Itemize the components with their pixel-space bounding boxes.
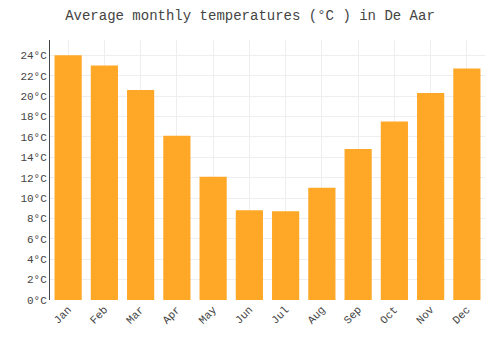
svg-text:Average monthly temperatures (: Average monthly temperatures (°C ) in De… (65, 8, 435, 24)
svg-text:Oct: Oct (378, 304, 400, 326)
svg-text:Jun: Jun (233, 304, 255, 326)
svg-text:May: May (197, 304, 220, 327)
svg-text:22°C: 22°C (20, 71, 47, 83)
svg-text:24°C: 24°C (20, 50, 47, 62)
svg-text:10°C: 10°C (20, 193, 47, 205)
svg-text:8°C: 8°C (27, 213, 47, 225)
svg-text:14°C: 14°C (20, 152, 47, 164)
svg-text:Aug: Aug (305, 304, 327, 326)
svg-text:Nov: Nov (414, 304, 437, 327)
svg-text:Feb: Feb (88, 304, 110, 326)
svg-text:6°C: 6°C (27, 234, 47, 246)
svg-text:18°C: 18°C (20, 111, 47, 123)
svg-text:2°C: 2°C (27, 274, 47, 286)
svg-text:4°C: 4°C (27, 254, 47, 266)
svg-text:Jul: Jul (269, 304, 291, 326)
svg-text:20°C: 20°C (20, 91, 47, 103)
svg-text:Jan: Jan (52, 304, 74, 326)
svg-text:16°C: 16°C (20, 132, 47, 144)
svg-text:0°C: 0°C (27, 295, 47, 307)
svg-text:Mar: Mar (124, 304, 146, 326)
svg-text:Apr: Apr (160, 304, 182, 326)
svg-text:Sep: Sep (342, 304, 364, 326)
svg-text:Dec: Dec (450, 304, 472, 326)
svg-text:12°C: 12°C (20, 173, 47, 185)
